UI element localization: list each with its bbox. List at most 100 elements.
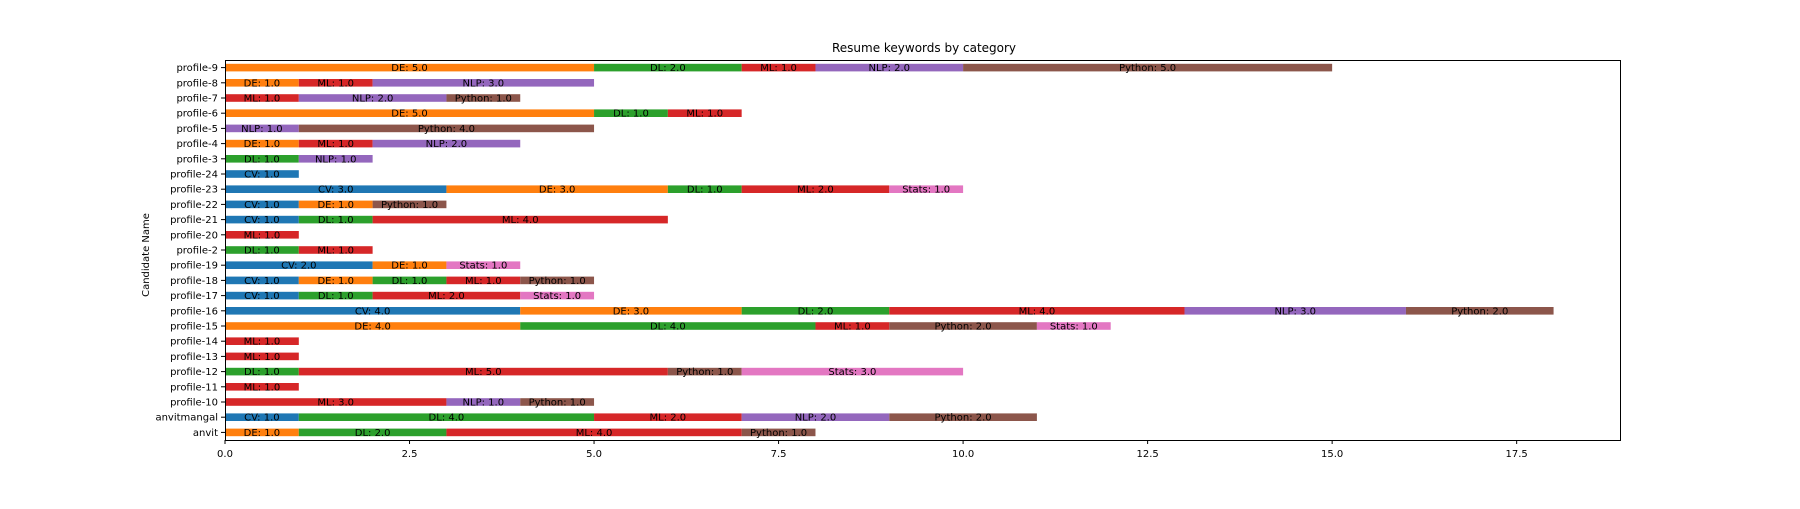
bar-label-dl-profile-12: DL: 1.0 — [244, 367, 280, 378]
bar-label-ml-profile-6: ML: 1.0 — [686, 109, 723, 120]
bar-segment-ml-anvit — [446, 428, 742, 437]
y-axis-label: Candidate Name — [141, 213, 152, 297]
bar-label-ml-profile-10: ML: 3.0 — [317, 398, 354, 409]
y-tick-label: profile-8 — [176, 78, 218, 89]
bar-label-python-profile-12: Python: 1.0 — [676, 367, 733, 378]
bar-segment-dl-profile-3 — [225, 155, 299, 163]
bar-segment-ml-profile-13 — [225, 352, 299, 361]
bar-label-de-profile-18: DE: 1.0 — [317, 276, 353, 287]
bar-segment-nlp-anvitmangal — [741, 413, 890, 421]
bar-segment-dl-profile-17 — [298, 291, 373, 300]
x-tick-label: 5.0 — [586, 449, 602, 460]
bar-segment-python-anvitmangal — [889, 413, 1037, 421]
bar-segment-ml-profile-4 — [298, 139, 373, 148]
bar-segment-python-profile-22 — [372, 200, 447, 209]
bar-segment-ml-profile-9 — [741, 63, 816, 72]
bar-label-nlp-profile-5: NLP: 1.0 — [241, 124, 283, 135]
y-tick-label: profile-2 — [176, 246, 218, 257]
bar-segment-nlp-profile-7 — [298, 94, 447, 102]
bar-label-python-profile-22: Python: 1.0 — [381, 200, 438, 211]
y-tick-label: profile-22 — [170, 200, 218, 211]
bar-segment-de-profile-9 — [225, 63, 595, 72]
bar-label-nlp-profile-10: NLP: 1.0 — [463, 398, 505, 409]
bar-label-dl-profile-2: DL: 1.0 — [244, 246, 280, 257]
bar-segment-python-profile-18 — [520, 276, 595, 285]
bar-segment-de-anvit — [225, 428, 299, 437]
x-tick-label: 12.5 — [1136, 449, 1158, 460]
x-tick-label: 15.0 — [1321, 449, 1343, 460]
bar-label-ml-anvitmangal: ML: 2.0 — [650, 413, 687, 424]
bar-segment-ml-profile-16 — [889, 307, 1185, 315]
y-tick-label: profile-11 — [170, 382, 218, 393]
bar-label-ml-profile-12: ML: 5.0 — [465, 367, 502, 378]
bar-label-de-profile-19: DE: 1.0 — [391, 261, 427, 272]
bar-label-stats-profile-15: Stats: 1.0 — [1050, 322, 1098, 333]
bar-segment-python-profile-15 — [889, 322, 1037, 330]
bar-label-de-profile-4: DE: 1.0 — [244, 139, 280, 150]
bar-segment-python-profile-16 — [1405, 307, 1554, 315]
bar-label-nlp-profile-8: NLP: 3.0 — [463, 78, 505, 89]
bar-segment-nlp-profile-9 — [815, 63, 964, 72]
y-tick-label: profile-17 — [170, 291, 218, 302]
bar-segment-de-profile-19 — [372, 261, 447, 269]
bar-label-ml-profile-4: ML: 1.0 — [317, 139, 354, 150]
bar-label-de-profile-6: DE: 5.0 — [391, 109, 427, 120]
bar-segment-cv-profile-22 — [225, 200, 299, 209]
bar-label-ml-profile-8: ML: 1.0 — [317, 78, 354, 89]
bar-segment-ml-profile-6 — [667, 109, 742, 117]
bar-segment-cv-anvitmangal — [225, 413, 299, 421]
bar-label-ml-profile-23: ML: 2.0 — [797, 185, 834, 196]
bar-label-nlp-profile-3: NLP: 1.0 — [315, 154, 357, 165]
bar-label-dl-profile-17: DL: 1.0 — [318, 291, 354, 302]
chart-title: Resume keywords by category — [832, 41, 1016, 55]
bar-segment-dl-anvit — [298, 428, 447, 437]
y-tick-label: profile-10 — [170, 398, 218, 409]
y-tick-label: profile-4 — [176, 139, 218, 150]
bar-segment-stats-profile-23 — [889, 185, 964, 193]
bar-segment-cv-profile-18 — [225, 276, 299, 285]
bar-label-python-profile-9: Python: 5.0 — [1119, 63, 1176, 74]
bar-label-ml-profile-2: ML: 1.0 — [317, 246, 354, 257]
bar-segment-dl-profile-12 — [225, 367, 299, 376]
bar-label-de-profile-9: DE: 5.0 — [391, 63, 427, 74]
bar-label-ml-profile-18: ML: 1.0 — [465, 276, 502, 287]
bar-segment-python-profile-7 — [446, 94, 521, 102]
bar-segment-dl-profile-9 — [594, 63, 742, 72]
bar-segment-de-profile-6 — [225, 109, 595, 117]
bar-segment-dl-anvitmangal — [298, 413, 595, 421]
bar-label-cv-profile-21: CV: 1.0 — [244, 215, 279, 226]
y-tick-label: profile-20 — [170, 230, 218, 241]
bar-label-de-anvit: DE: 1.0 — [244, 428, 280, 439]
bar-segment-nlp-profile-4 — [372, 139, 521, 148]
bar-label-cv-profile-23: CV: 3.0 — [318, 185, 353, 196]
bar-label-python-profile-10: Python: 1.0 — [529, 398, 586, 409]
bar-segment-ml-profile-15 — [815, 322, 890, 330]
x-tick-label: 17.5 — [1506, 449, 1528, 460]
bar-segment-de-profile-4 — [225, 139, 299, 148]
bar-label-dl-profile-3: DL: 1.0 — [244, 154, 280, 165]
bar-segment-de-profile-18 — [298, 276, 373, 285]
bar-segment-dl-profile-23 — [667, 185, 742, 193]
bar-label-cv-profile-24: CV: 1.0 — [244, 170, 279, 181]
bar-label-dl-profile-16: DL: 2.0 — [798, 306, 834, 317]
bar-label-ml-profile-17: ML: 2.0 — [428, 291, 465, 302]
y-tick-label: profile-14 — [170, 337, 218, 348]
x-ticks: 0.0 2.5 5.0 7.5 10.0 12.5 15.0 17.5 — [217, 440, 1528, 460]
bar-segment-cv-profile-21 — [225, 215, 299, 224]
bar-label-dl-anvit: DL: 2.0 — [355, 428, 391, 439]
bar-segment-ml-profile-7 — [225, 94, 299, 102]
y-tick-label: profile-18 — [170, 276, 218, 287]
bar-label-stats-profile-19: Stats: 1.0 — [459, 261, 507, 272]
bar-label-python-profile-18: Python: 1.0 — [529, 276, 586, 287]
bar-segment-python-profile-10 — [520, 398, 595, 406]
bar-segment-ml-profile-12 — [298, 367, 668, 376]
bar-segment-nlp-profile-16 — [1184, 307, 1406, 315]
bar-segment-dl-profile-2 — [225, 246, 299, 254]
bar-label-python-anvitmangal: Python: 2.0 — [935, 413, 992, 424]
bar-segment-cv-profile-19 — [225, 261, 373, 269]
bar-segment-ml-profile-20 — [225, 231, 299, 239]
bar-label-cv-anvitmangal: CV: 1.0 — [244, 413, 279, 424]
bar-label-python-profile-5: Python: 4.0 — [418, 124, 475, 135]
bar-label-dl-profile-6: DL: 1.0 — [613, 109, 649, 120]
bar-label-nlp-profile-4: NLP: 2.0 — [426, 139, 468, 150]
